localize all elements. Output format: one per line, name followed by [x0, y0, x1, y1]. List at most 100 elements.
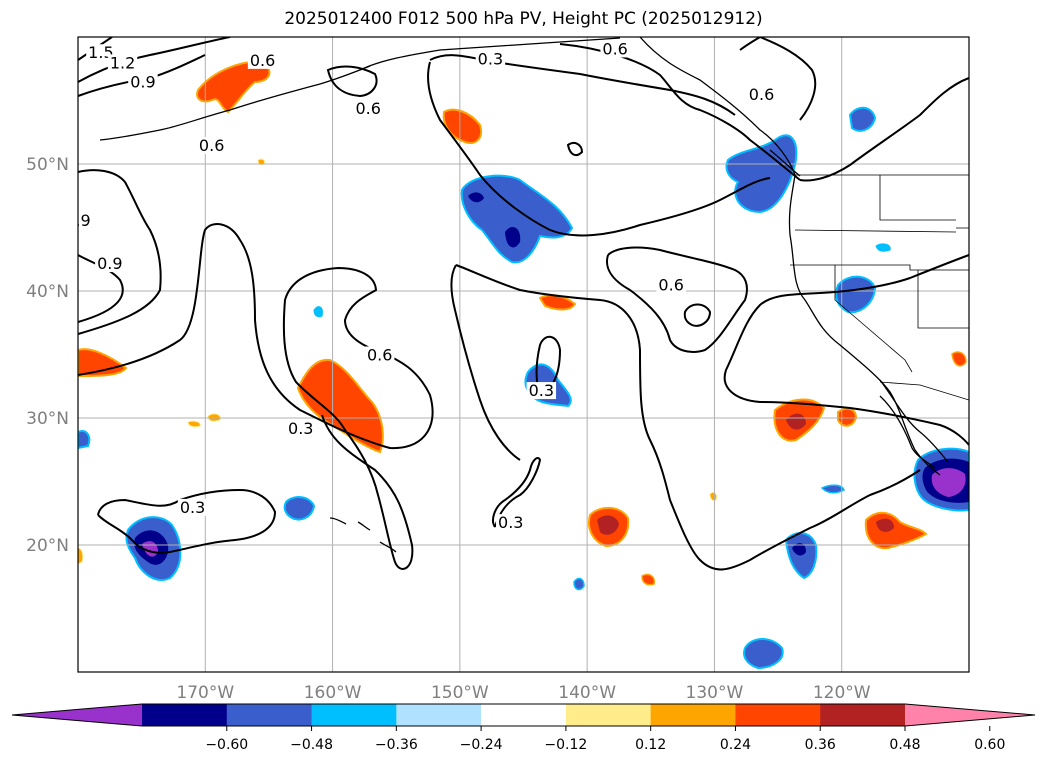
- contour-label: 0.6: [250, 51, 275, 70]
- coastlines: [99, 37, 949, 553]
- colorbar-tick-label: −0.36: [375, 737, 418, 753]
- longitude-tick-label: 130°W: [686, 683, 744, 703]
- pv-negative-area: [784, 532, 818, 580]
- colorbar: −0.60 −0.48 −0.36 −0.24 −0.12 0.12 0.24 0.36 0.4…: [11, 703, 1036, 753]
- pv-negative-area: [820, 484, 845, 494]
- aleutian-islands: [99, 65, 371, 141]
- borders: [790, 174, 969, 401]
- colorbar-swatch: [820, 704, 906, 726]
- latitude-tick-labels: 50°N 40°N 30°N 20°N: [26, 155, 69, 556]
- contour-label: 0.9: [97, 254, 122, 273]
- baja-coast: [879, 379, 949, 463]
- contour-label: 0.3: [478, 50, 503, 69]
- us-mexico-border: [879, 381, 969, 401]
- us-state-border: [956, 227, 969, 270]
- longitude-tick-labels: 170°W 160°W 150°W 140°W 130°W 120°W: [176, 683, 870, 703]
- contour-label-background: [526, 382, 557, 400]
- colorbar-tick-label: 0.24: [720, 737, 751, 753]
- pv-negative-area: [848, 106, 877, 132]
- contour-label-background: [496, 514, 526, 532]
- height-contour: [455, 264, 921, 571]
- contour-label-background: [364, 346, 395, 364]
- contour-label-background: [107, 54, 138, 72]
- us-state-border: [917, 270, 969, 329]
- contour-label: 0.6: [658, 276, 683, 295]
- colorbar-tick-label: 0.48: [889, 737, 920, 753]
- colorbar-swatch: [735, 704, 821, 726]
- pv-negative-area: [460, 174, 574, 264]
- longitude-tick-label: 120°W: [813, 683, 871, 703]
- contour-label-background: [746, 86, 777, 104]
- contour-label-background: [286, 420, 316, 438]
- vancouver-island: [769, 149, 801, 177]
- latitude-tick-label: 20°N: [26, 536, 69, 556]
- contour-label-background: [353, 100, 383, 118]
- colorbar-extend-max: [905, 704, 1035, 726]
- colorbar-tick-label: −0.24: [460, 737, 503, 753]
- gridlines: [78, 37, 969, 672]
- hawaii-islands: [329, 517, 397, 553]
- contour-label: 0.6: [199, 136, 224, 155]
- pv-positive-area: [864, 511, 928, 550]
- pv-positive-area: [837, 407, 858, 427]
- latitude-tick-label: 40°N: [26, 282, 69, 302]
- map-title: 2025012400 F012 500 hPa PV, Height PC (2…: [284, 9, 763, 29]
- height-contour: [683, 303, 712, 327]
- contour-label-background: [128, 73, 158, 91]
- pv-positive-area: [641, 573, 656, 586]
- colorbar-swatch: [396, 704, 482, 726]
- height-contour: [723, 254, 969, 446]
- height-contours: [78, 37, 969, 571]
- contour-label: 0.6: [367, 346, 392, 365]
- alaska-coast: [359, 37, 621, 71]
- pv-positive-area: [951, 351, 967, 367]
- contour-label-background: [177, 498, 208, 516]
- us-state-border: [790, 264, 969, 271]
- colorbar-swatch: [311, 704, 397, 726]
- pv-negative-area: [835, 275, 877, 314]
- pv-negative-area: [573, 577, 585, 591]
- colorbar-outline: [11, 703, 1036, 727]
- map-frame: [77, 36, 970, 673]
- contour-label-background: [247, 51, 278, 69]
- pv-negative-area: [313, 306, 323, 318]
- pv-negative-core: [792, 543, 806, 556]
- height-contour: [78, 223, 434, 570]
- longitude-tick-label: 140°W: [558, 683, 616, 703]
- pv-strong-negative-core: [931, 468, 966, 497]
- north-america-coast: [639, 37, 941, 476]
- contour-labels: 1.51.20.90.60.60.60.30.60.60.90.90.60.60…: [78, 39, 777, 532]
- contour-label-background: [78, 211, 93, 229]
- contour-label: 0.3: [498, 513, 523, 532]
- us-state-border: [879, 175, 956, 221]
- mexico-mainland-coast: [879, 395, 936, 469]
- height-contour: [492, 457, 542, 528]
- contour-label: 1.5: [88, 43, 113, 62]
- height-contour: [78, 254, 124, 323]
- contour-label-background: [196, 136, 227, 154]
- contour-label: 0.6: [602, 39, 627, 58]
- contour-label-background: [475, 50, 506, 68]
- colorbar-tick-label: 0.12: [635, 737, 666, 753]
- colorbar-swatch: [142, 704, 228, 726]
- colorbar-tick-label: 0.36: [805, 737, 836, 753]
- height-contour: [535, 335, 562, 397]
- pv-negative-core: [468, 192, 521, 248]
- contour-label: 0.9: [130, 72, 155, 91]
- colorbar-tick-label: −0.60: [205, 737, 248, 753]
- height-contour: [606, 246, 748, 353]
- height-contour: [559, 43, 801, 181]
- contour-label: 0.3: [529, 381, 554, 400]
- contour-label-background: [656, 276, 686, 294]
- height-contour: [427, 61, 771, 237]
- contour-label-background: [95, 255, 125, 273]
- height-contour: [78, 37, 231, 83]
- us-state-border: [794, 229, 957, 233]
- contour-label: 0.3: [180, 498, 205, 517]
- height-contour: [566, 142, 584, 157]
- pv-negative-area: [283, 496, 316, 521]
- pv-negative-area: [78, 430, 91, 450]
- colorbar-swatch: [565, 704, 652, 726]
- height-contour: [739, 37, 817, 121]
- us-state-border: [834, 265, 913, 373]
